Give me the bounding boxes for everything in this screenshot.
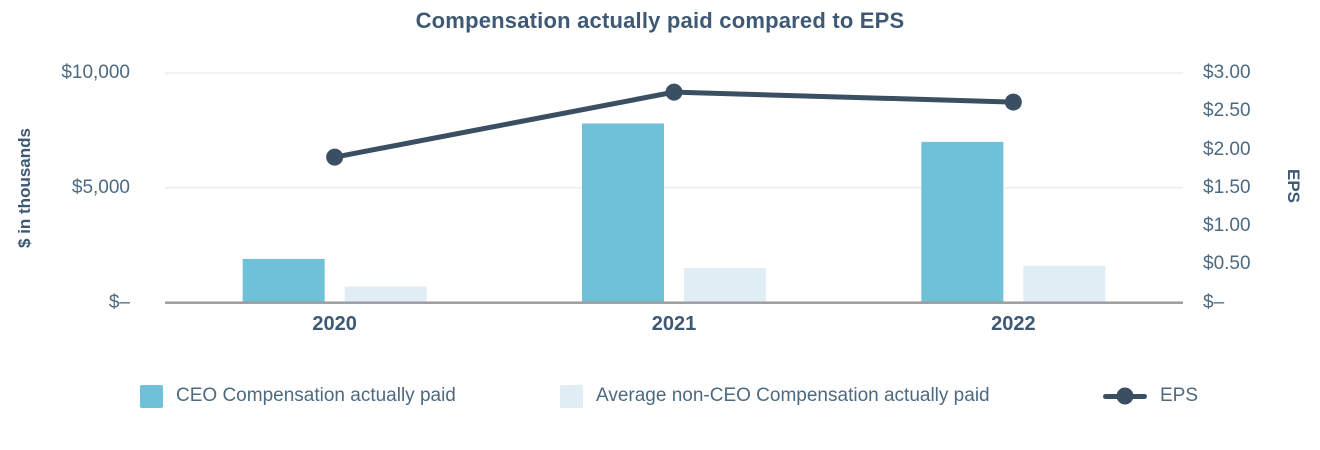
right-axis-ticks: $3.00 $2.50 $2.00 $1.50 $1.00 $0.50 $–: [1203, 0, 1320, 450]
bar-ceo-2021: [582, 123, 664, 303]
eps-line-dot-marker: [1103, 387, 1147, 405]
x-label-2020: 2020: [312, 313, 357, 335]
legend-item-nonceo-compensation: Average non-CEO Compensation actually pa…: [560, 384, 990, 408]
right-tick-1: $1.00: [1203, 215, 1251, 236]
nonceo-compensation-swatch: [560, 384, 583, 408]
eps-point-2021: [665, 83, 683, 101]
eps-line: [332, 89, 1016, 160]
left-tick-0: $–: [108, 291, 130, 313]
chart-title: Compensation actually paid compared to E…: [415, 8, 905, 33]
x-axis-line: [165, 301, 1183, 304]
right-tick-0: $–: [1203, 291, 1225, 313]
right-tick-1.5: $1.50: [1203, 176, 1251, 198]
x-label-2022: 2022: [991, 313, 1036, 335]
right-tick-0.5: $0.50: [1203, 253, 1251, 275]
left-tick-10000: $10,000: [61, 62, 130, 83]
x-label-2021: 2021: [651, 313, 697, 335]
eps-point-2020: [326, 148, 344, 166]
bar-ceo-2022: [921, 141, 1004, 303]
ceo-compensation-swatch: [140, 384, 163, 408]
bar-nonceo-2020: [344, 286, 427, 303]
eps-point-2022: [1004, 93, 1022, 111]
legend-item-eps: EPS: [1103, 384, 1198, 408]
legend-label-eps: EPS: [1160, 385, 1199, 406]
legend-label-ceo-compensation: CEO Compensation actually paid: [176, 385, 456, 406]
bar-nonceo-2022: [1023, 265, 1106, 303]
left-tick-5000: $5,000: [71, 176, 130, 198]
right-tick-3: $3.00: [1203, 62, 1251, 83]
bar-nonceo-2021: [684, 268, 766, 303]
legend-label-nonceo-compensation: Average non-CEO Compensation actually pa…: [596, 385, 990, 406]
legend-item-ceo-compensation: CEO Compensation actually paid: [140, 384, 456, 408]
bar-ceo-2020: [242, 258, 325, 303]
right-tick-2: $2.00: [1203, 138, 1251, 160]
left-axis-ticks: $10,000 $5,000 $–: [0, 0, 130, 450]
right-tick-2.5: $2.50: [1203, 100, 1251, 122]
